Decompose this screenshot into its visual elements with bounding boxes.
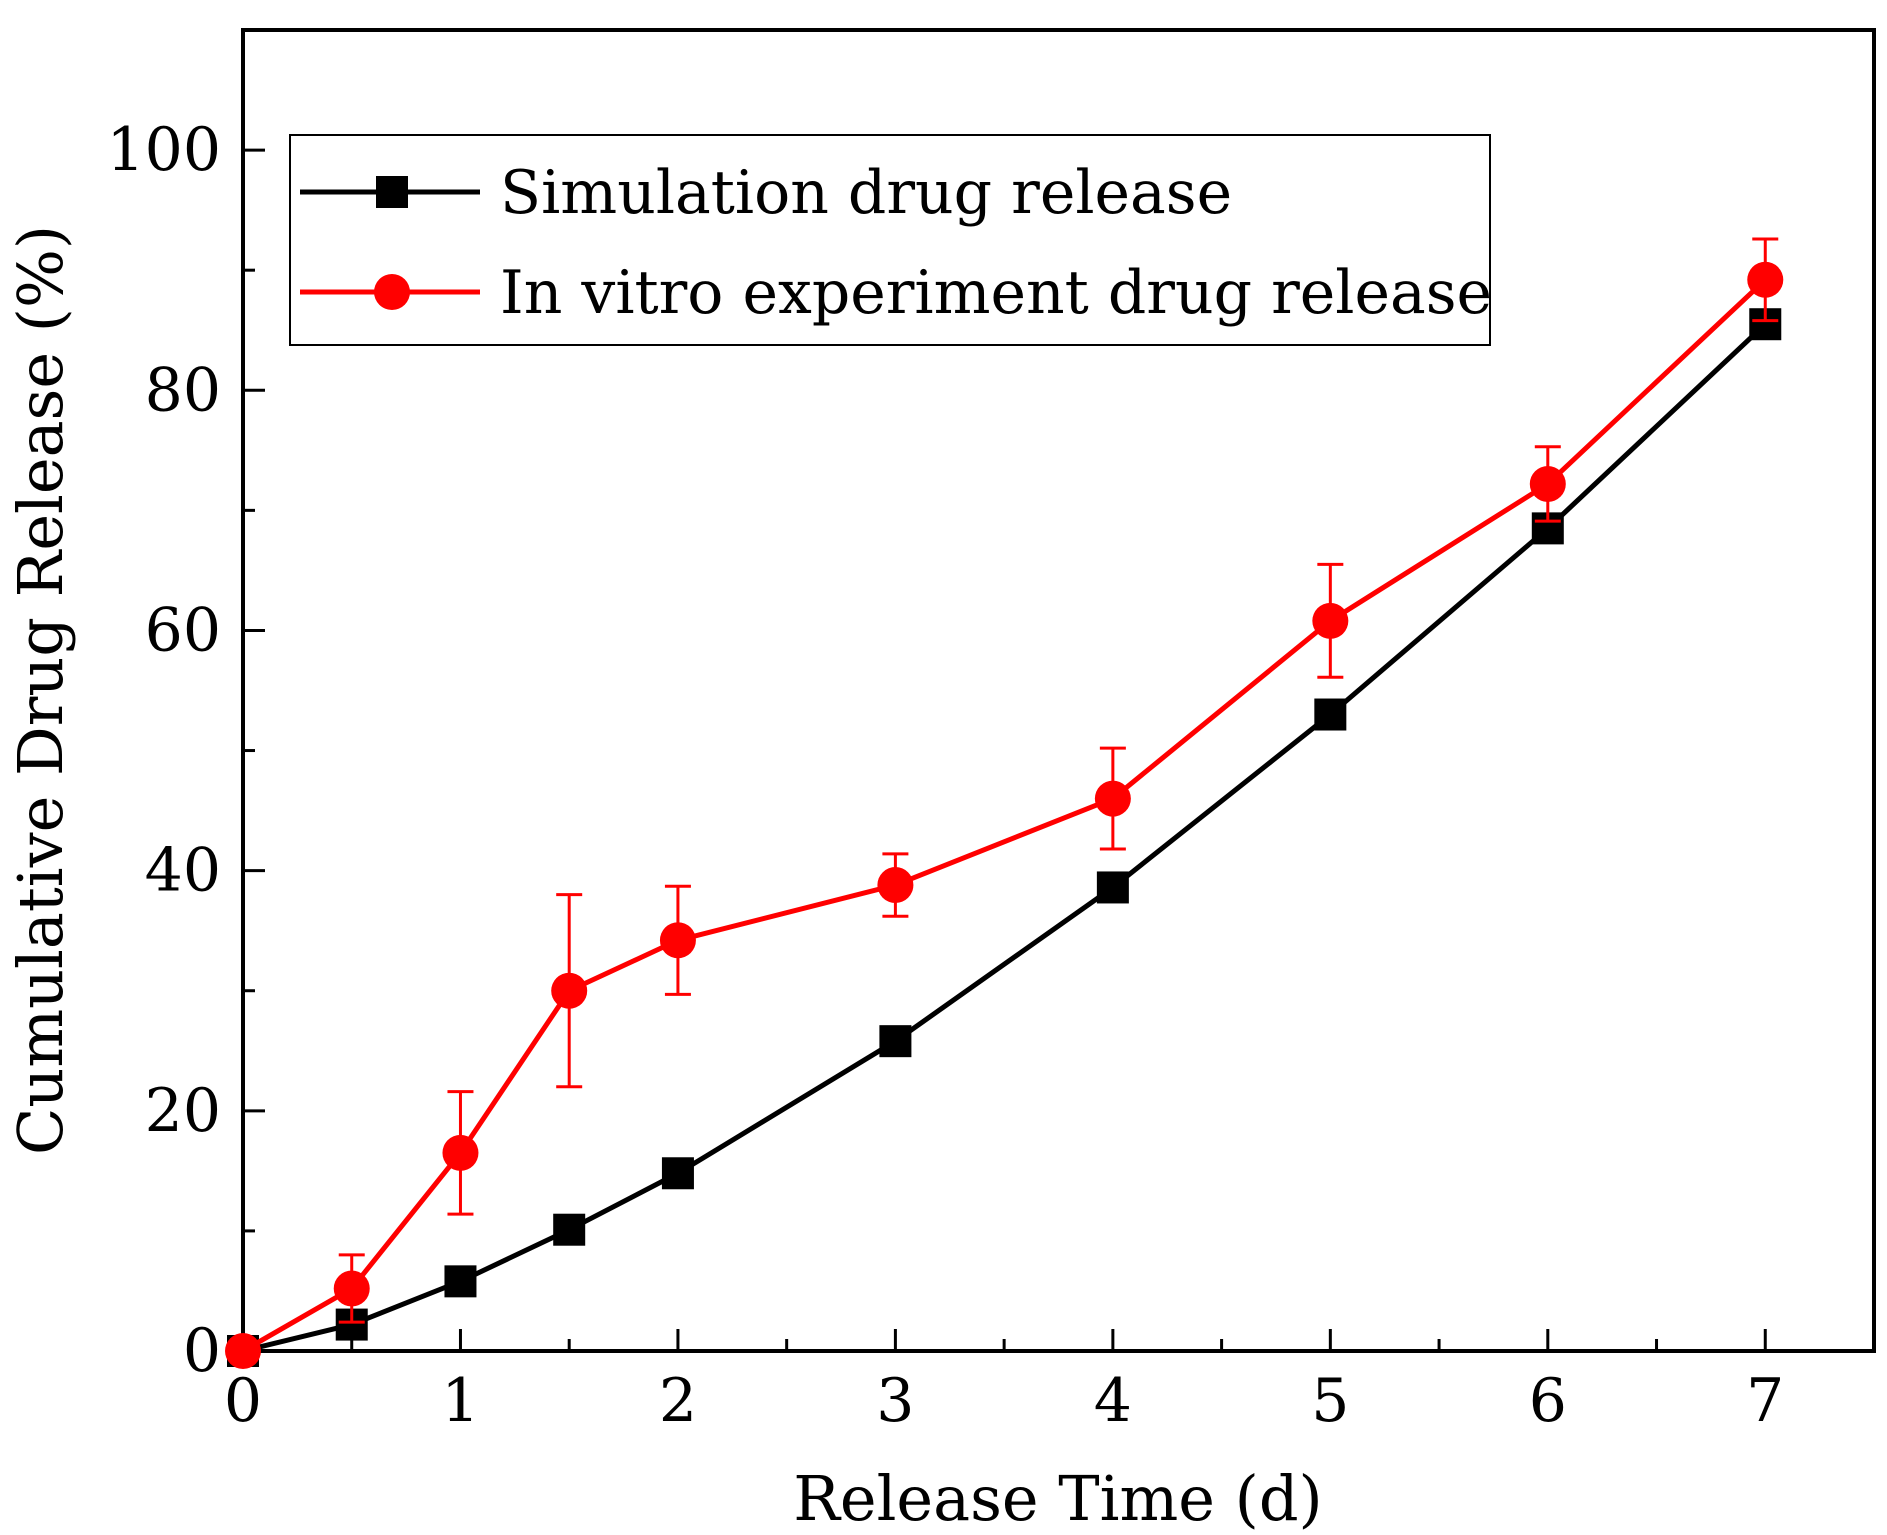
x-tick-label: 4 [1094, 1366, 1132, 1436]
y-tick-label: 0 [183, 1316, 221, 1386]
data-point [1529, 465, 1566, 502]
data-series [225, 237, 1784, 1369]
data-point [661, 1157, 694, 1190]
data-point [553, 1213, 586, 1246]
data-point [659, 922, 696, 959]
data-point [1096, 871, 1129, 904]
data-point [444, 1265, 477, 1298]
plot-frame [241, 28, 1876, 1353]
y-tick-label: 40 [145, 836, 221, 906]
x-axis-title: Release Time (d) [793, 1462, 1323, 1535]
x-tick-label: 6 [1529, 1366, 1567, 1436]
data-point [333, 1270, 370, 1307]
x-tick-label: 1 [441, 1366, 479, 1436]
data-point [225, 1333, 261, 1369]
series-line [242, 322, 1767, 1354]
x-tick-label: 7 [1746, 1366, 1784, 1436]
legend-label-in-vitro: In vitro experiment drug release [500, 258, 1492, 328]
y-tick-label: 20 [145, 1076, 221, 1146]
y-axis-title: Cumulative Drug Release (%) [4, 225, 77, 1155]
data-point [1094, 780, 1131, 817]
y-tick-label: 80 [145, 355, 221, 425]
x-tick-label: 2 [659, 1366, 697, 1436]
legend-marker-simulation [376, 176, 408, 208]
data-point [551, 972, 588, 1009]
series-line [241, 277, 1767, 1354]
legend: Simulation drug release In vitro experim… [289, 134, 1492, 346]
y-tick-label: 60 [145, 595, 221, 665]
x-tick-label: 5 [1311, 1366, 1349, 1436]
legend-box [289, 134, 1491, 346]
legend-label-simulation: Simulation drug release [500, 158, 1232, 228]
data-point [877, 867, 914, 904]
data-point [442, 1134, 479, 1171]
data-point [1314, 698, 1347, 731]
legend-marker-in-vitro [374, 274, 410, 310]
data-point [1747, 261, 1784, 298]
data-point [879, 1025, 912, 1058]
x-tick-label: 3 [876, 1366, 914, 1436]
series-1 [225, 237, 1784, 1369]
y-tick-label: 100 [106, 115, 221, 185]
x-tick-label: 0 [224, 1366, 262, 1436]
data-point [1312, 602, 1349, 639]
axis-tick-labels: 0 1 2 3 4 5 6 7 0 20 40 60 80 100 [106, 115, 1784, 1436]
